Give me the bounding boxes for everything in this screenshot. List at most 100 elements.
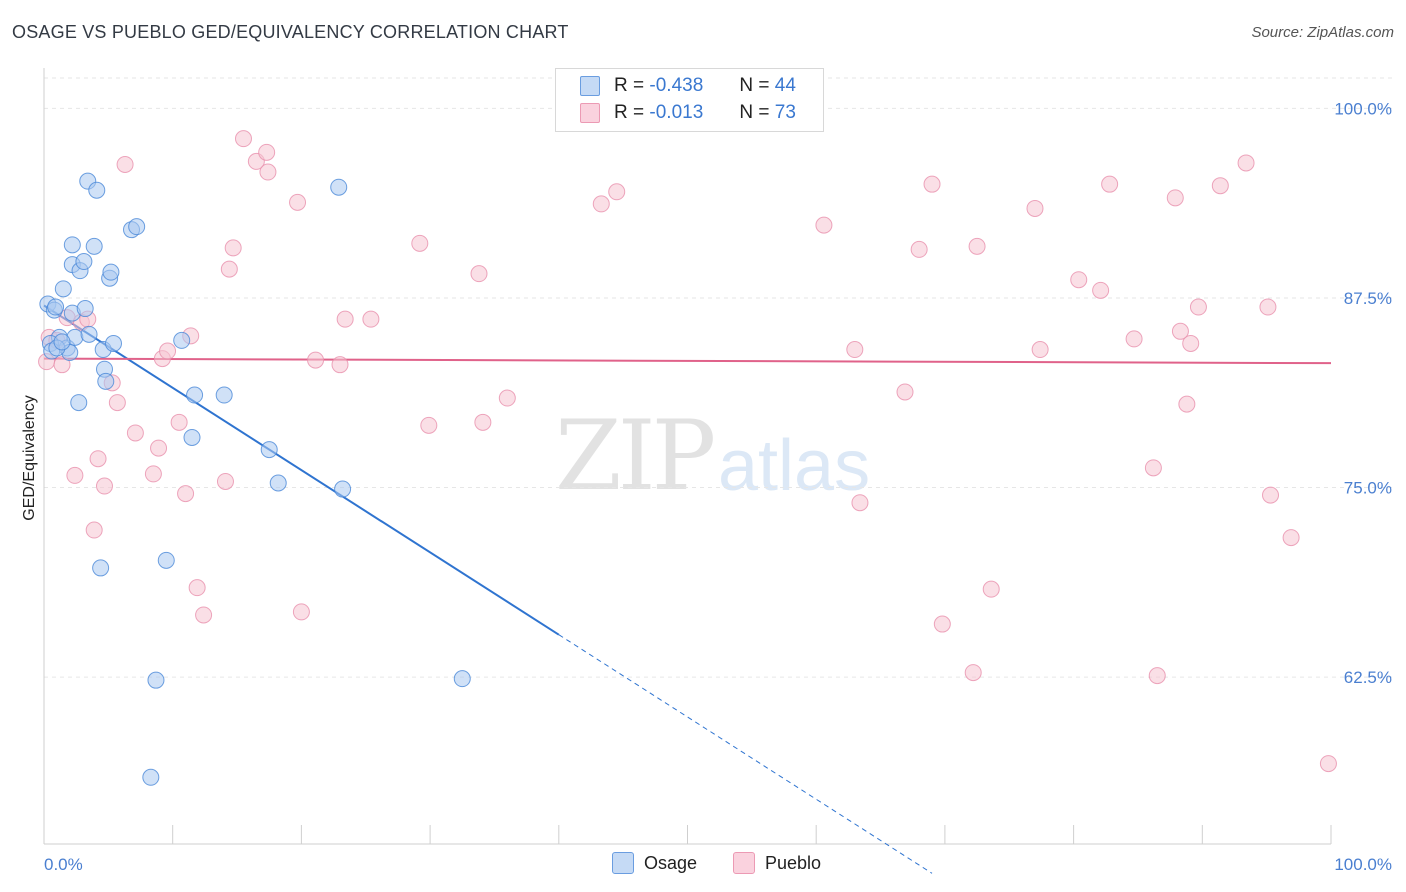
pueblo-point bbox=[1262, 486, 1280, 504]
pueblo-point bbox=[411, 234, 429, 252]
legend-r-value-pueblo: -0.013 bbox=[649, 102, 704, 123]
pueblo-point bbox=[470, 265, 488, 283]
pueblo-point bbox=[1125, 330, 1143, 348]
legend-r-value-osage: -0.438 bbox=[649, 75, 704, 96]
pueblo-point bbox=[851, 494, 869, 512]
osage-swatch bbox=[580, 76, 600, 96]
pueblo-point bbox=[66, 466, 84, 484]
osage-legend-swatch bbox=[612, 852, 634, 874]
pueblo-point bbox=[95, 477, 113, 495]
osage-point bbox=[97, 372, 115, 390]
pueblo-point bbox=[216, 472, 234, 490]
osage-point bbox=[102, 263, 120, 281]
osage-point bbox=[88, 181, 106, 199]
osage-point bbox=[63, 236, 81, 254]
data-points bbox=[38, 130, 1337, 786]
pueblo-point bbox=[982, 580, 1000, 598]
pueblo-point bbox=[53, 356, 71, 374]
pueblo-point bbox=[224, 239, 242, 257]
pueblo-point bbox=[1178, 395, 1196, 413]
osage-point bbox=[47, 298, 65, 316]
axes bbox=[43, 68, 1332, 845]
pueblo-point bbox=[177, 485, 195, 503]
bottom-legend-osage[interactable]: Osage bbox=[612, 852, 697, 874]
pueblo-point bbox=[220, 260, 238, 278]
legend-n-value-osage: 44 bbox=[774, 75, 796, 96]
pueblo-point bbox=[1092, 281, 1110, 299]
pueblo-point bbox=[336, 310, 354, 328]
stats-legend: R = -0.438 N = 44 R = -0.013 N = 73 bbox=[555, 68, 824, 132]
pueblo-point bbox=[1259, 298, 1277, 316]
osage-point bbox=[186, 386, 204, 404]
pueblo-point bbox=[1171, 322, 1189, 340]
pueblo-point bbox=[1189, 298, 1207, 316]
pueblo-point bbox=[289, 193, 307, 211]
legend-row-osage: R = -0.438 N = 44 bbox=[580, 73, 796, 99]
y-tick-label: 87.5% bbox=[1344, 289, 1392, 308]
x-tick-label-min: 0.0% bbox=[44, 855, 83, 874]
x-tick-label-max: 100.0% bbox=[1334, 855, 1392, 874]
pueblo-point bbox=[1148, 667, 1166, 685]
pueblo-point bbox=[259, 163, 277, 181]
pueblo-point bbox=[498, 389, 516, 407]
chart-title: OSAGE VS PUEBLO GED/EQUIVALENCY CORRELAT… bbox=[12, 22, 569, 42]
osage-point bbox=[70, 394, 88, 412]
pueblo-point bbox=[1182, 334, 1200, 352]
osage-legend-label: Osage bbox=[644, 852, 698, 873]
osage-point bbox=[104, 334, 122, 352]
legend-n-value-pueblo: 73 bbox=[774, 102, 796, 123]
pueblo-point bbox=[1101, 175, 1119, 193]
pueblo-point bbox=[933, 615, 951, 633]
pueblo-point bbox=[85, 521, 103, 539]
osage-point bbox=[260, 441, 278, 459]
pueblo-legend-swatch bbox=[733, 852, 755, 874]
osage-point bbox=[142, 768, 160, 786]
pueblo-point bbox=[108, 394, 126, 412]
osage-point bbox=[54, 280, 72, 298]
pueblo-point bbox=[1237, 154, 1255, 172]
bottom-legend-pueblo[interactable]: Pueblo bbox=[733, 852, 821, 874]
pueblo-swatch bbox=[580, 103, 600, 123]
pueblo-point bbox=[144, 465, 162, 483]
osage-point bbox=[453, 670, 471, 688]
pueblo-point bbox=[258, 143, 276, 161]
osage-point bbox=[53, 333, 71, 351]
pueblo-point bbox=[592, 195, 610, 213]
osage-point bbox=[128, 218, 146, 236]
pueblo-point bbox=[126, 424, 144, 442]
osage-point bbox=[157, 551, 175, 569]
osage-point bbox=[75, 253, 93, 271]
legend-n-label: N = bbox=[739, 102, 770, 123]
pueblo-legend-label: Pueblo bbox=[765, 852, 822, 873]
pueblo-point bbox=[1211, 177, 1229, 195]
trend-lines bbox=[43, 304, 1332, 874]
legend-r-label: R = bbox=[614, 102, 645, 123]
source-credit: Source: ZipAtlas.com bbox=[1251, 24, 1394, 41]
pueblo-point bbox=[846, 341, 864, 359]
pueblo-point bbox=[150, 439, 168, 457]
watermark-zip: ZIP bbox=[555, 400, 716, 512]
osage-trend-line bbox=[43, 304, 560, 636]
pueblo-point bbox=[1070, 271, 1088, 289]
pueblo-point bbox=[188, 579, 206, 597]
pueblo-point bbox=[195, 606, 213, 624]
legend-n-label: N = bbox=[739, 75, 770, 96]
y-tick-label: 75.0% bbox=[1344, 479, 1392, 498]
watermark-atlas: atlas bbox=[718, 426, 871, 506]
pueblo-point bbox=[1166, 189, 1184, 207]
pueblo-point bbox=[1144, 459, 1162, 477]
pueblo-point bbox=[896, 383, 914, 401]
pueblo-point bbox=[420, 416, 438, 434]
pueblo-point bbox=[362, 310, 380, 328]
pueblo-point bbox=[923, 175, 941, 193]
legend-row-pueblo: R = -0.013 N = 73 bbox=[580, 100, 796, 126]
pueblo-point bbox=[815, 216, 833, 234]
pueblo-point bbox=[307, 351, 325, 369]
osage-point bbox=[173, 331, 191, 349]
osage-point bbox=[76, 300, 94, 318]
pueblo-point bbox=[116, 155, 134, 173]
pueblo-point bbox=[1026, 199, 1044, 217]
pueblo-point bbox=[964, 664, 982, 682]
pueblo-trend-line bbox=[43, 357, 1332, 365]
